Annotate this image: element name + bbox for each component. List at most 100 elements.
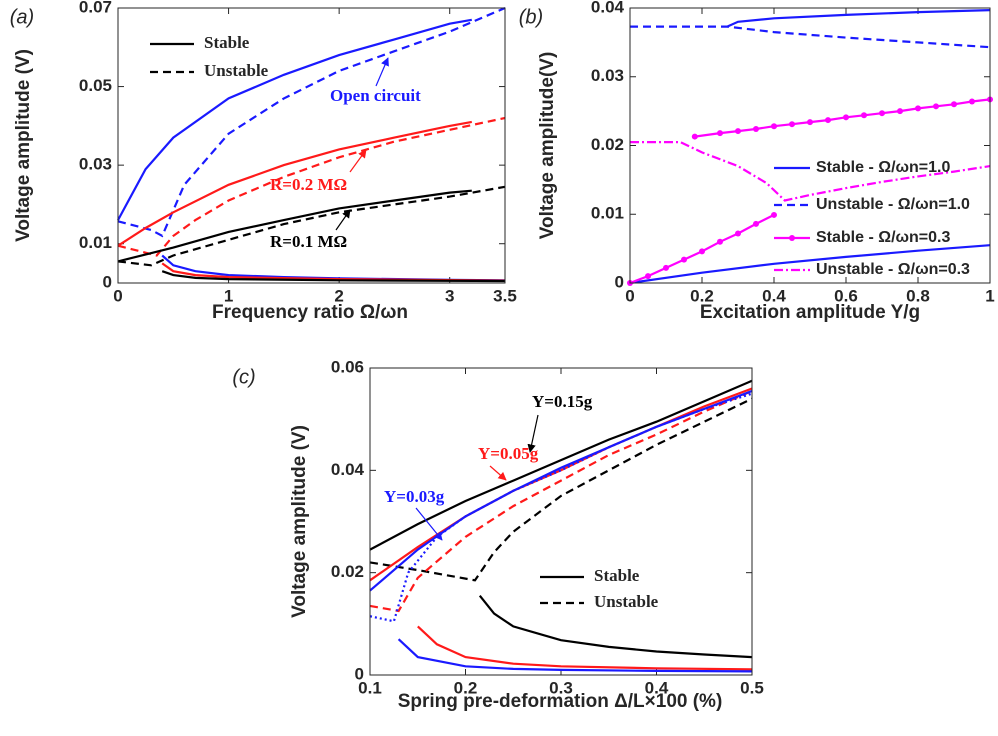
legend-label: Stable - Ω/ωn=1.0: [816, 159, 950, 176]
series-marker: [861, 112, 867, 119]
series-line: [369, 392, 753, 623]
series-line: [117, 189, 472, 263]
x-tick-label: 0.3: [549, 678, 573, 697]
series-line: [117, 18, 472, 221]
y-tick-label: 0.01: [591, 204, 624, 223]
x-tick-label: 0.5: [740, 678, 764, 697]
y-tick-label: 0.03: [591, 66, 624, 85]
annotation-arrow: [527, 414, 539, 453]
x-axis-label: Frequency ratio Ω/ωn: [212, 302, 408, 323]
series-marker: [735, 230, 741, 237]
series-marker: [717, 130, 723, 137]
legend-label: Unstable - Ω/ωn=1.0: [816, 196, 970, 213]
legend-label: Stable: [594, 566, 640, 585]
series-marker: [681, 256, 687, 263]
series-marker: [645, 273, 651, 280]
series-marker: [663, 264, 669, 271]
series-marker: [753, 220, 759, 227]
x-tick-label: 0.2: [454, 678, 478, 697]
legend-label: Stable - Ω/ωn=0.3: [816, 229, 950, 246]
legend-label: Unstable: [594, 592, 659, 611]
x-tick-label: 0.2: [690, 286, 714, 305]
y-tick-label: 0.02: [331, 562, 364, 581]
panel-label: (c): [232, 366, 255, 388]
series-line: [726, 9, 991, 28]
series-marker: [897, 108, 903, 115]
annotation: Y=0.15g: [532, 392, 593, 411]
series-line: [369, 379, 753, 551]
series-line: [417, 625, 753, 671]
series-line: [630, 25, 991, 49]
series-marker: [807, 119, 813, 126]
series-marker: [933, 103, 939, 110]
y-tick-label: 0.04: [331, 460, 365, 479]
series-line: [369, 397, 753, 582]
x-tick-label: 0: [625, 286, 634, 305]
y-tick-label: 0: [615, 272, 624, 291]
annotation-arrow: [415, 507, 443, 541]
annotation: Open circuit: [330, 86, 421, 105]
series-marker: [843, 114, 849, 121]
x-tick-label: 3.5: [493, 286, 517, 305]
x-tick-label: 1: [224, 286, 233, 305]
y-tick-label: 0: [103, 272, 112, 291]
series-line: [630, 141, 991, 202]
series-line: [117, 6, 506, 238]
series-marker: [753, 126, 759, 132]
series-line: [117, 116, 506, 257]
y-tick-label: 0.04: [591, 0, 625, 16]
x-tick-label: 2: [334, 286, 343, 305]
y-tick-label: 0: [355, 664, 364, 683]
series-line: [369, 387, 753, 582]
annotation-arrow: [375, 57, 389, 87]
y-tick-label: 0.07: [79, 0, 112, 16]
annotation: R=0.1 MΩ: [270, 232, 347, 251]
x-tick-label: 0.1: [358, 678, 382, 697]
y-tick-label: 0.02: [591, 135, 624, 154]
axes-box: [117, 7, 506, 284]
legend-label: Unstable - Ω/ωn=0.3: [816, 261, 970, 278]
series-line: [629, 244, 991, 285]
series-marker: [691, 133, 698, 140]
annotation: R=0.2 MΩ: [270, 175, 347, 194]
y-tick-label: 0.06: [331, 357, 364, 376]
series-marker: [825, 117, 831, 124]
panel-label: (b): [519, 6, 543, 28]
series-marker: [879, 110, 885, 117]
y-axis-label: Voltage amplitude (V): [13, 49, 34, 242]
series-line: [478, 595, 753, 659]
x-tick-label: 0.4: [645, 678, 669, 697]
series-marker: [969, 98, 975, 105]
x-axis-label: Spring pre-deformation Δ/L×100 (%): [398, 691, 723, 712]
y-axis-label: Voltage amplitude(V): [537, 52, 558, 240]
y-tick-label: 0.01: [79, 233, 112, 252]
legend-label: Unstable: [204, 61, 269, 80]
x-tick-label: 0.6: [834, 286, 858, 305]
annotation-arrow: [489, 465, 507, 481]
series-line: [397, 638, 753, 673]
x-tick-label: 0.4: [762, 286, 786, 305]
y-tick-label: 0.05: [79, 76, 112, 95]
x-tick-label: 3: [445, 286, 454, 305]
axes-box: [629, 7, 991, 284]
series-line: [117, 120, 472, 247]
annotation: Y=0.05g: [478, 444, 539, 463]
series-line: [117, 185, 506, 267]
series-marker: [789, 121, 795, 128]
panel-label: (a): [10, 6, 34, 28]
series-marker: [771, 123, 777, 130]
series-marker: [699, 248, 705, 255]
x-tick-label: 0: [113, 286, 122, 305]
series-line: [161, 270, 506, 283]
legend-label: Stable: [204, 33, 250, 52]
series-marker: [771, 211, 777, 218]
x-tick-label: 0.8: [906, 286, 930, 305]
x-axis-label: Excitation amplitude Y/g: [700, 302, 920, 323]
annotation-arrow: [349, 149, 367, 173]
series-line: [369, 389, 753, 613]
series-marker: [717, 238, 723, 245]
y-tick-label: 0.03: [79, 155, 112, 174]
legend-marker: [789, 235, 795, 241]
series-marker: [735, 128, 741, 135]
